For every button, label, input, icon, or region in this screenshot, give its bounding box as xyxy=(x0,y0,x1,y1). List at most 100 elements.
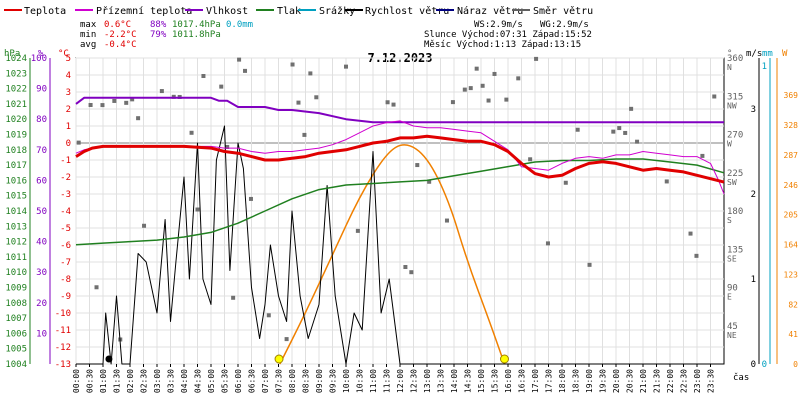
temp-tick-label: 5 xyxy=(66,54,71,64)
x-tick-label: 03:00 xyxy=(153,369,162,393)
radiation-tick-label: 205 xyxy=(784,211,799,220)
x-tick-label: 20:00 xyxy=(612,369,621,393)
wind-direction-point xyxy=(444,218,449,223)
wind-direction-point xyxy=(314,95,319,100)
wind-direction-point xyxy=(700,153,705,158)
pressure-tick-label: 1016 xyxy=(5,176,27,186)
direction-tick-label: 90 xyxy=(727,284,738,294)
unit-watt: W xyxy=(782,49,788,59)
rain-tick-label: 0 xyxy=(762,360,767,370)
radiation-tick-label: 246 xyxy=(784,181,799,190)
x-tick-label: 09:00 xyxy=(315,369,324,393)
x-tick-label: 05:00 xyxy=(207,369,216,393)
wind-direction-point xyxy=(355,228,360,233)
humidity-tick-label: 20 xyxy=(36,299,47,309)
x-tick-label: 11:30 xyxy=(383,369,392,393)
pressure-tick-label: 1014 xyxy=(5,207,27,217)
temp-tick-label: -12 xyxy=(55,343,71,353)
wind-direction-point xyxy=(284,337,289,342)
ground-temperature-line xyxy=(75,120,725,195)
wind-direction-point xyxy=(189,130,194,135)
x-tick-label: 23:00 xyxy=(693,369,702,393)
pressure-tick-label: 1021 xyxy=(5,100,27,110)
info-moon: Měsíc Východ:1:13 Západ:13:15 xyxy=(424,40,581,50)
x-tick-label: 14:30 xyxy=(464,369,473,393)
pressure-tick-label: 1018 xyxy=(5,146,27,156)
wind-direction-point xyxy=(486,98,491,103)
pressure-tick-label: 1013 xyxy=(5,222,27,232)
x-tick-label: 10:30 xyxy=(356,369,365,393)
x-tick-label: 05:30 xyxy=(221,369,230,393)
x-tick-label: 14:00 xyxy=(450,369,459,393)
wind-direction-point xyxy=(480,83,485,88)
direction-tick-dir: N xyxy=(727,63,732,72)
wind-tick-label: 2 xyxy=(751,190,756,200)
wind-direction-point xyxy=(225,144,230,149)
wind-direction-point xyxy=(563,180,568,185)
x-tick-label: 23:30 xyxy=(707,369,716,393)
x-tick-label: 13:00 xyxy=(423,369,432,393)
direction-tick-label: 360 xyxy=(727,54,743,64)
info-wind-gust: WG:2.9m/s xyxy=(540,20,589,30)
stat-max-pressure: 1017.4hPa xyxy=(172,20,221,30)
x-tick-label: 00:00 xyxy=(72,369,81,393)
humidity-tick-label: 100 xyxy=(31,54,47,64)
humidity-tick-label: 40 xyxy=(36,238,47,248)
wind-direction-point xyxy=(712,94,717,99)
radiation-tick-label: 369 xyxy=(784,91,799,100)
stat-avg-label: avg xyxy=(80,40,96,50)
direction-tick-dir: E xyxy=(727,293,732,302)
sun-marker-icon xyxy=(274,354,284,364)
legend-item-pressure: Tlak xyxy=(256,6,301,17)
wind-direction-point xyxy=(516,76,521,81)
markers xyxy=(105,354,509,364)
legend-item-wind-direction: Směr větru xyxy=(512,5,593,17)
wind-direction-point xyxy=(124,100,129,105)
humidity-tick-label: 70 xyxy=(36,146,47,156)
direction-tick-dir: SW xyxy=(727,178,737,187)
x-tick-label: 08:30 xyxy=(302,369,311,393)
legend-item-humidity: Vlhkost xyxy=(185,6,248,17)
wind-direction-point xyxy=(629,106,634,111)
wind-direction-point xyxy=(237,57,242,62)
x-tick-label: 20:30 xyxy=(626,369,635,393)
axis-units: hPa % °C ° m/s mm W čas xyxy=(4,49,788,383)
pressure-tick-label: 1019 xyxy=(5,131,27,141)
grid xyxy=(75,57,724,365)
legend-item-wind-gust: Náraz větru xyxy=(436,5,523,17)
wind-direction-point xyxy=(635,139,640,144)
wind-direction-point xyxy=(587,262,592,267)
wind-direction-point xyxy=(545,241,550,246)
x-tick-label: 06:00 xyxy=(234,369,243,393)
temp-tick-label: -13 xyxy=(55,360,71,370)
x-tick-label: 16:00 xyxy=(504,369,513,393)
direction-tick-dir: SE xyxy=(727,254,737,263)
pressure-tick-label: 1010 xyxy=(5,268,27,278)
radiation-tick-label: 0 xyxy=(793,360,798,369)
wind-direction-point xyxy=(76,140,81,145)
legend-label: Rychlost větru xyxy=(365,5,449,17)
wind-direction-point xyxy=(385,100,390,105)
wind-direction-point xyxy=(219,84,224,89)
direction-tick-label: 270 xyxy=(727,131,743,141)
wind-direction-point xyxy=(403,265,408,270)
wind-direction-point xyxy=(248,196,253,201)
direction-tick-label: 135 xyxy=(727,245,743,255)
wind-direction-point xyxy=(100,103,105,108)
wind-direction-point xyxy=(344,64,348,69)
temp-tick-label: 0 xyxy=(66,139,71,149)
wind-direction-point xyxy=(231,295,236,300)
radiation-tick-label: 164 xyxy=(784,241,799,250)
wind-direction-point xyxy=(415,163,420,168)
x-tick-label: 10:00 xyxy=(342,369,351,393)
x-tick-label: 07:00 xyxy=(261,369,270,393)
wind-direction-point xyxy=(688,231,693,236)
x-tick-label: 06:30 xyxy=(248,369,257,393)
temp-tick-label: 3 xyxy=(66,88,71,98)
stat-min-humidity: 79% xyxy=(150,30,167,40)
temp-tick-label: -8 xyxy=(60,275,71,285)
unit-time: čas xyxy=(733,372,749,383)
stat-max-humidity: 88% xyxy=(150,20,167,30)
wind-direction-point xyxy=(302,132,307,137)
wind-tick-label: 1 xyxy=(751,275,756,285)
